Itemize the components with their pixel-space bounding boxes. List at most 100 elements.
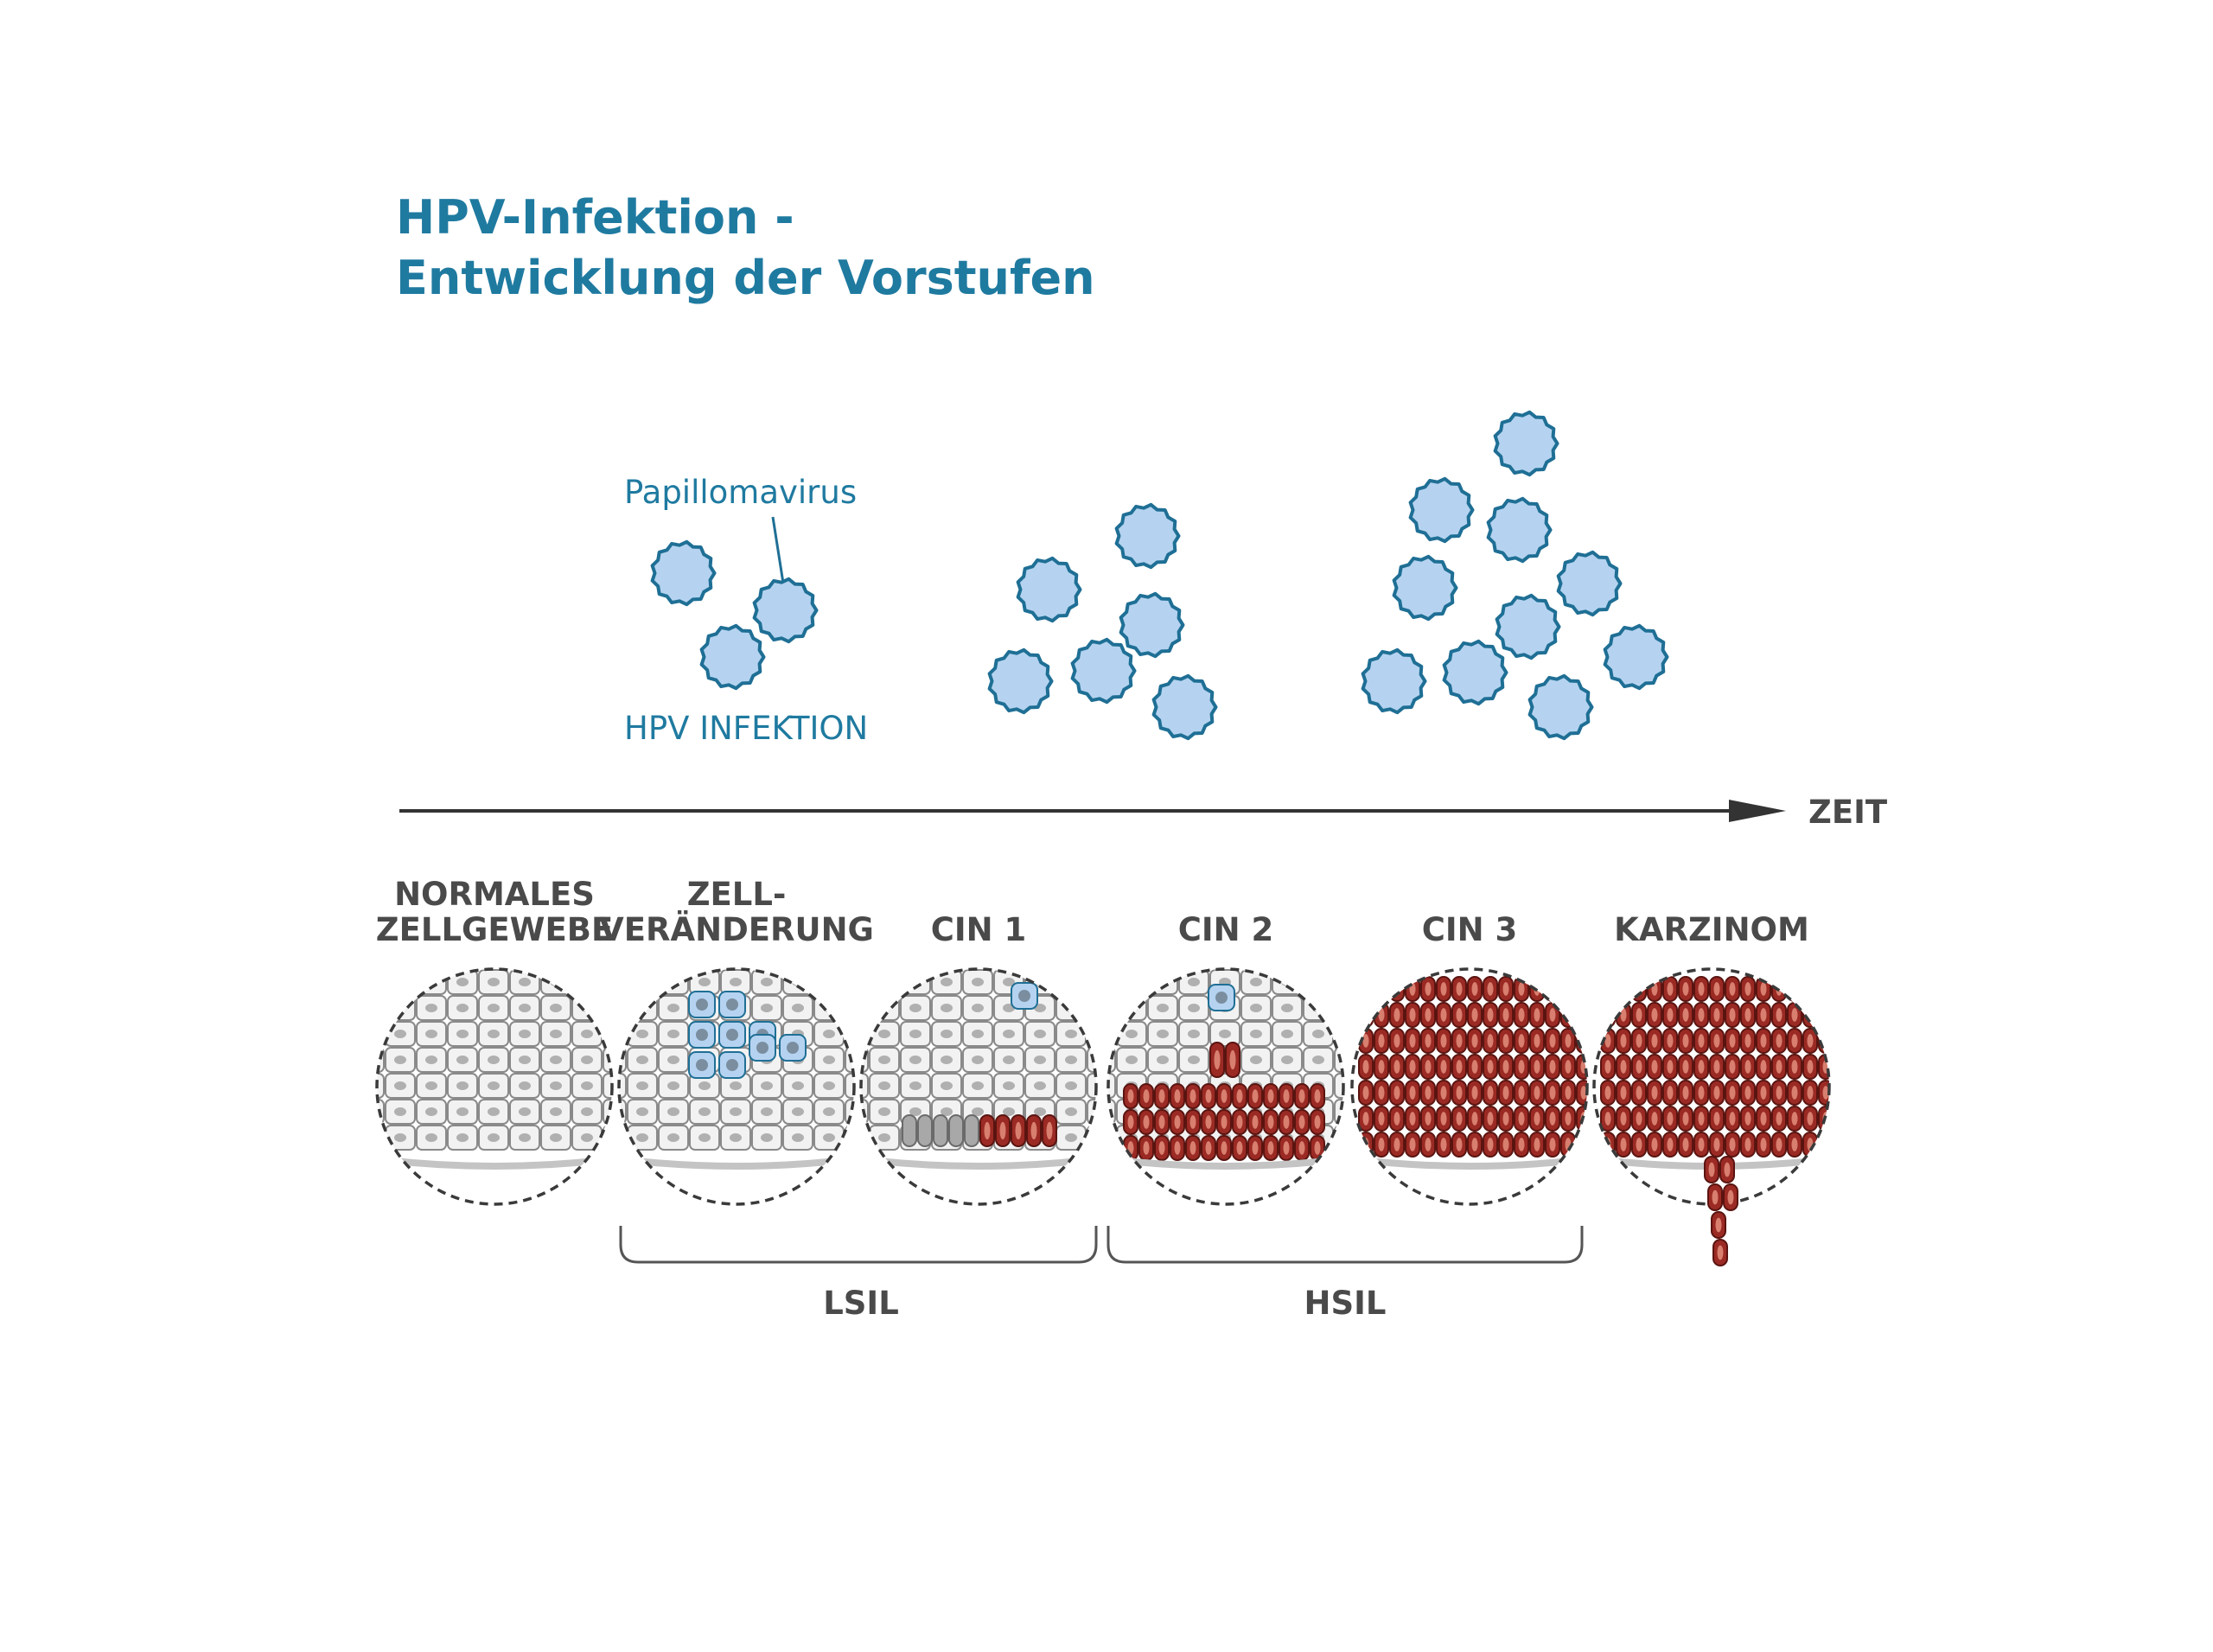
virus-particle-icon xyxy=(1486,496,1553,564)
cell-nucleus xyxy=(1534,1112,1540,1126)
cell-nucleus xyxy=(1205,1089,1212,1103)
cell-nucleus xyxy=(1620,1008,1627,1022)
virus-particle-icon xyxy=(1119,591,1185,659)
cell-nucleus xyxy=(1487,1060,1494,1074)
cell-nucleus xyxy=(1065,1081,1077,1090)
basement-membrane xyxy=(1118,1157,1334,1170)
normal-cell xyxy=(1087,969,1096,995)
virus-particle-icon xyxy=(1151,673,1218,741)
tissue-sample-3 xyxy=(1094,967,1355,1206)
cell-nucleus xyxy=(1409,1112,1416,1126)
cell-nucleus xyxy=(1456,1112,1463,1126)
cell-nucleus xyxy=(696,1059,708,1071)
cell-nucleus xyxy=(1776,1112,1783,1126)
normal-cell xyxy=(1108,995,1116,1021)
cell-nucleus xyxy=(1096,1056,1108,1064)
normal-cell xyxy=(619,1047,627,1073)
cell-nucleus xyxy=(847,1133,859,1142)
cell-nucleus xyxy=(1791,982,1798,996)
cell-nucleus xyxy=(1393,1112,1400,1126)
cell-nucleus xyxy=(1729,1034,1736,1048)
cell-nucleus xyxy=(1283,1141,1290,1155)
cell-nucleus xyxy=(519,1056,531,1064)
cell-nucleus xyxy=(1456,1060,1463,1074)
transitional-cell xyxy=(917,1114,933,1147)
cell-nucleus xyxy=(636,1107,648,1116)
cell-nucleus xyxy=(550,1004,562,1012)
cell-nucleus xyxy=(1729,1112,1736,1126)
normal-cell xyxy=(603,969,612,995)
transitional-cell xyxy=(902,1114,917,1147)
cell-nucleus xyxy=(1065,1133,1077,1142)
cell-nucleus xyxy=(1620,1138,1627,1151)
cell-nucleus xyxy=(909,1056,922,1064)
normal-cell xyxy=(1119,970,1148,994)
cell-nucleus xyxy=(1636,1034,1642,1048)
cell-nucleus xyxy=(1046,1121,1053,1140)
papillomavirus-label: Papillomavirus xyxy=(624,474,857,511)
cell-nucleus xyxy=(1549,982,1556,996)
cell-nucleus xyxy=(730,1081,742,1090)
cell-nucleus xyxy=(1267,1115,1274,1129)
cell-nucleus xyxy=(1604,982,1611,996)
cell-nucleus xyxy=(1188,1056,1200,1064)
normal-cell xyxy=(635,970,664,994)
cell-nucleus xyxy=(394,1133,406,1142)
cell-nucleus xyxy=(1682,1086,1689,1100)
cell-nucleus xyxy=(1343,1030,1355,1038)
cell-nucleus xyxy=(1174,1089,1181,1103)
tissue-cells xyxy=(1094,969,1355,1204)
abnormal-cell xyxy=(1576,1132,1587,1158)
cell-nucleus xyxy=(1189,1089,1196,1103)
cell-nucleus xyxy=(1312,1030,1324,1038)
cell-nucleus xyxy=(909,1030,922,1038)
cell-nucleus xyxy=(1440,1034,1447,1048)
cell-nucleus xyxy=(1096,1081,1108,1090)
basement-membrane xyxy=(386,1157,603,1170)
cell-nucleus xyxy=(792,1081,804,1090)
normal-cell xyxy=(323,1074,353,1098)
cell-nucleus xyxy=(1440,1060,1447,1074)
cell-nucleus xyxy=(1636,1060,1642,1074)
cell-nucleus xyxy=(1094,1004,1106,1012)
cell-nucleus xyxy=(1440,1008,1447,1022)
cell-nucleus xyxy=(1281,1030,1293,1038)
time-axis-label: ZEIT xyxy=(1808,794,1888,831)
cell-nucleus xyxy=(1471,1008,1478,1022)
normal-cell xyxy=(619,1099,627,1125)
stage-label-cin3: CIN 3 xyxy=(1422,911,1518,948)
cell-nucleus xyxy=(1393,1008,1400,1022)
abnormal-cell xyxy=(1818,976,1829,1002)
normal-cell xyxy=(1147,969,1178,995)
cell-nucleus xyxy=(1776,1086,1783,1100)
cell-nucleus xyxy=(605,1133,617,1142)
cell-nucleus xyxy=(1698,1086,1705,1100)
cell-nucleus xyxy=(761,978,773,986)
cell-nucleus xyxy=(1487,1034,1494,1048)
cell-nucleus xyxy=(1425,1112,1432,1126)
normal-cell xyxy=(627,969,658,995)
cell-nucleus xyxy=(1003,978,1015,986)
cell-nucleus xyxy=(1760,982,1767,996)
cell-nucleus xyxy=(1425,1034,1432,1048)
cell-nucleus xyxy=(550,1030,562,1038)
cell-nucleus xyxy=(1807,1112,1814,1126)
cell-nucleus xyxy=(878,1133,890,1142)
normal-cell xyxy=(658,969,689,995)
cell-nucleus xyxy=(1221,1115,1228,1129)
cell-nucleus xyxy=(1651,1112,1658,1126)
cell-nucleus xyxy=(823,978,835,986)
cell-nucleus xyxy=(1393,1086,1400,1100)
cell-nucleus xyxy=(1250,1030,1262,1038)
normal-cell xyxy=(385,969,416,995)
cell-nucleus xyxy=(1343,978,1355,986)
cell-nucleus xyxy=(332,1004,344,1012)
cell-nucleus xyxy=(1776,1060,1783,1074)
cell-nucleus xyxy=(1549,1086,1556,1100)
cell-nucleus xyxy=(574,978,586,986)
cell-nucleus xyxy=(792,1133,804,1142)
cell-nucleus xyxy=(1471,1060,1478,1074)
cell-nucleus xyxy=(1229,1049,1236,1070)
cell-nucleus xyxy=(1126,1056,1138,1064)
cell-nucleus xyxy=(1127,1089,1134,1103)
